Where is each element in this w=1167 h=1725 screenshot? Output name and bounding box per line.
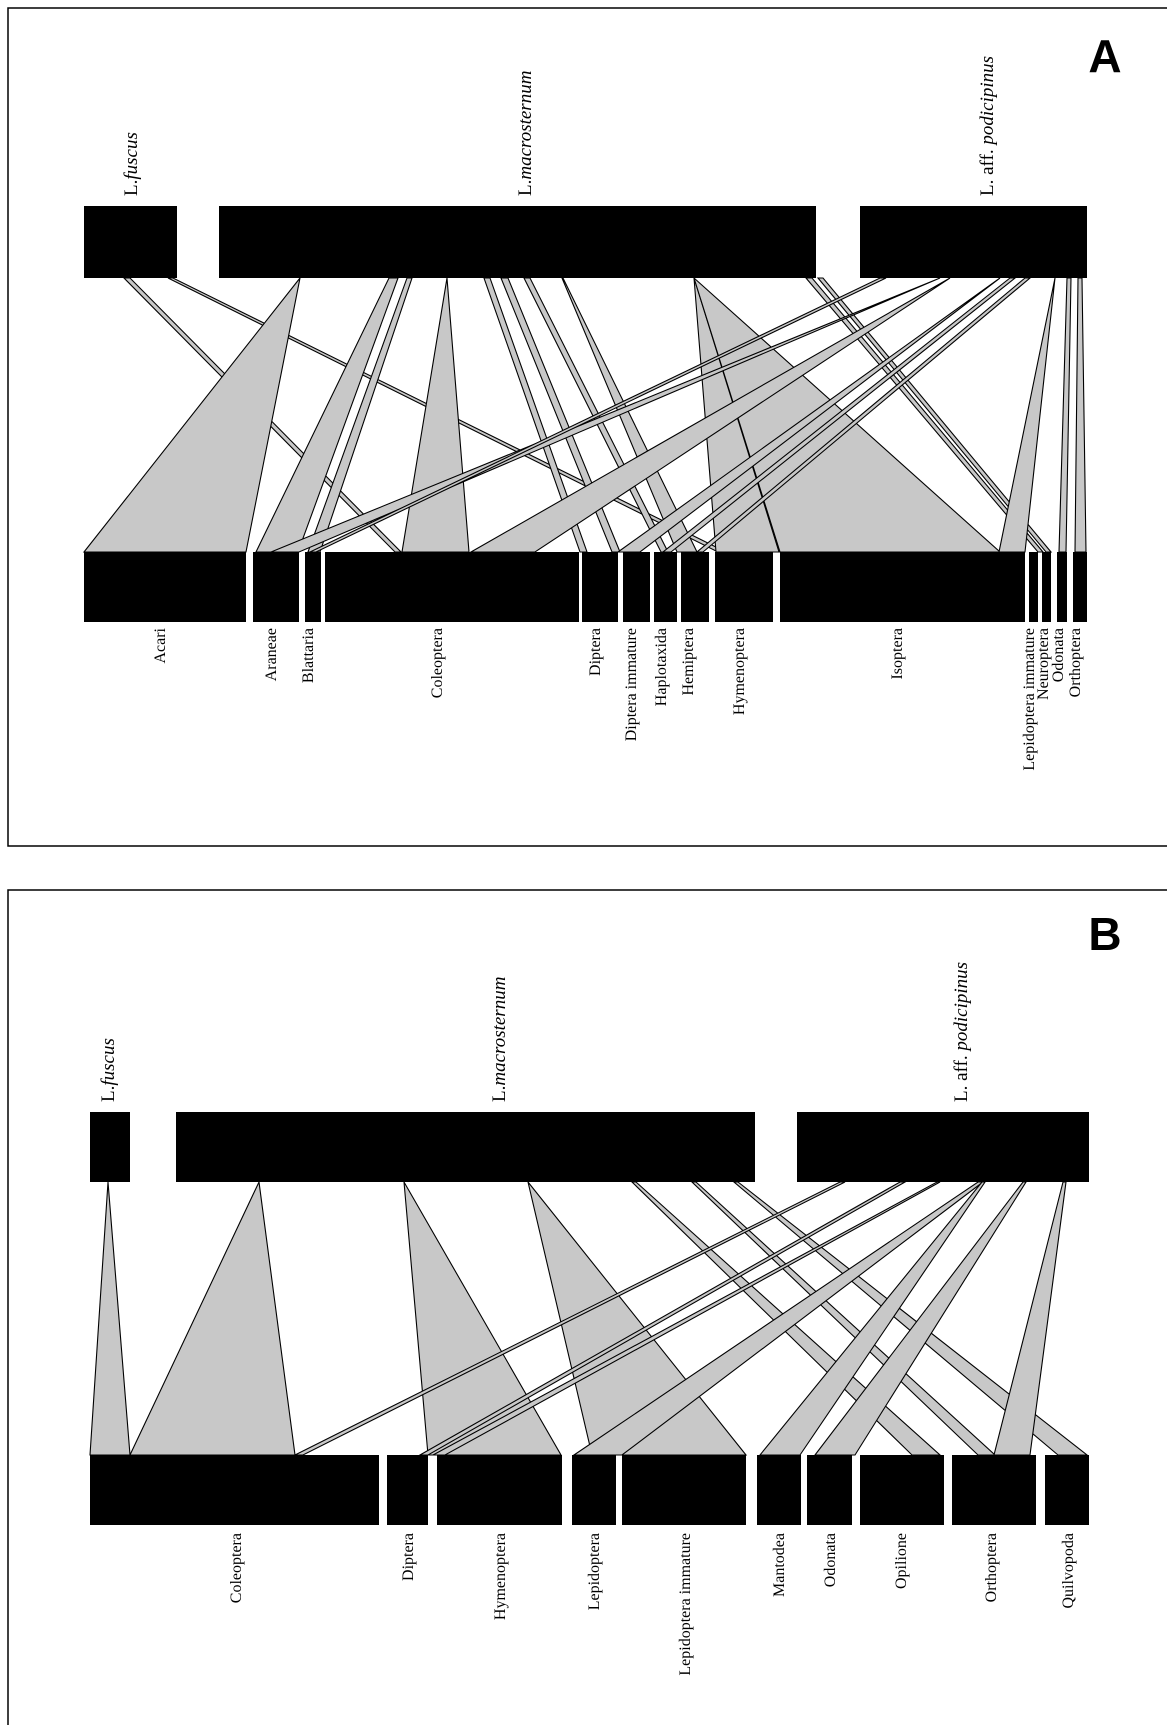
prey-label-lepidoptera-immature: Lepidoptera immature (1021, 628, 1038, 771)
prey-bar-coleoptera (325, 552, 579, 622)
prey-label-coleoptera: Coleoptera (429, 628, 446, 698)
link-fuscus-coleoptera-b (89, 1181, 131, 1456)
prey-bar-odonata-b (807, 1455, 852, 1525)
predator-bar-podicipinus-b (797, 1112, 1089, 1182)
prey-bar-diptera (582, 552, 618, 622)
link-macrosternum-acari (82, 277, 301, 553)
prey-bar-neuroptera (1042, 552, 1051, 622)
panel-b-links (89, 1180, 1089, 1456)
panel-a-links (82, 276, 1087, 553)
prey-label-diptera: Diptera (587, 628, 604, 676)
prey-label-mantodea-b: Mantodea (771, 1533, 788, 1597)
prey-bar-acari (84, 552, 246, 622)
panel-b-letter: B (1088, 908, 1121, 960)
prey-label-haplotaxida: Haplotaxida (653, 628, 670, 706)
prey-label-lepidoptera-immature-b: Lepidoptera immature (677, 1533, 694, 1676)
prey-label-odonata-b: Odonata (822, 1533, 839, 1587)
panel-a-predator-labels: L.fuscus L.macrosternum L. aff. podicipi… (121, 56, 998, 196)
panel-a-letter: A (1088, 30, 1121, 82)
panel-a-prey-labels: Acari Araneae Blattaria Coleoptera Dipte… (152, 627, 1084, 770)
prey-bar-hymenoptera (715, 552, 773, 622)
prey-bar-lepidoptera-immature (1029, 552, 1038, 622)
panel-b-food-web: B L.fuscus L.macrosternum L. aff. podici… (7, 889, 1167, 1725)
predator-label-macrosternum: L.macrosternum (515, 71, 536, 196)
panel-b-predator-labels: L.fuscus L.macrosternum L. aff. podicipi… (98, 962, 972, 1102)
prey-label-diptera-b: Diptera (400, 1533, 417, 1581)
prey-label-quilvopoda-b: Quilvopoda (1060, 1533, 1077, 1609)
prey-label-araneae: Araneae (263, 628, 280, 681)
prey-bar-orthoptera-b (952, 1455, 1036, 1525)
prey-bar-blattaria (305, 552, 321, 622)
prey-label-hymenoptera: Hymenoptera (731, 628, 748, 715)
prey-bar-diptera-b (387, 1455, 428, 1525)
link-podicipinus-lepidoptera-immature (998, 277, 1056, 553)
link-podicipinus-orthoptera-b (993, 1181, 1067, 1456)
prey-bar-hymenoptera-b (437, 1455, 562, 1525)
link-macrosternum-coleoptera-b (129, 1180, 296, 1456)
predator-bar-macrosternum-b (176, 1112, 755, 1182)
prey-bar-orthoptera (1073, 552, 1087, 622)
link-podicipinus-orthoptera (1074, 277, 1087, 553)
prey-label-blattaria: Blattaria (300, 628, 317, 683)
prey-bar-quilvopoda-b (1045, 1455, 1089, 1525)
prey-bar-opilione-b (860, 1455, 944, 1525)
prey-label-odonata: Odonata (1050, 628, 1067, 682)
panel-b-prey-labels: Coleoptera Diptera Hymenoptera Lepidopte… (228, 1533, 1077, 1676)
prey-bar-haplotaxida (654, 552, 677, 622)
predator-label-fuscus: L.fuscus (121, 132, 142, 196)
predator-label-fuscus-b: L.fuscus (98, 1038, 119, 1102)
panel-b-prey-bars (90, 1455, 1089, 1525)
predator-label-macrosternum-b: L.macrosternum (489, 977, 510, 1102)
panel-b-predator-bars (90, 1112, 1089, 1182)
prey-bar-odonata (1057, 552, 1067, 622)
prey-bar-araneae (253, 552, 299, 622)
prey-bar-diptera-immature (623, 552, 650, 622)
prey-label-coleoptera-b: Coleoptera (228, 1533, 245, 1603)
link-podicipinus-odonata (1058, 277, 1072, 553)
panel-a-frame (7, 7, 1167, 847)
prey-label-hemiptera: Hemiptera (680, 628, 697, 696)
predator-bar-podicipinus (860, 206, 1087, 278)
link-podicipinus-coleoptera-b (294, 1181, 846, 1456)
predator-bar-fuscus-b (90, 1112, 130, 1182)
predator-label-podicipinus: L. aff. podicipinus (977, 56, 998, 196)
panel-a-food-web: A L.fuscus L.macrosternum L. aff. podici (7, 7, 1167, 847)
predator-bar-macrosternum (219, 206, 816, 278)
predator-label-podicipinus-b: L. aff. podicipinus (951, 962, 972, 1102)
panel-b-frame (7, 889, 1167, 1725)
prey-label-isoptera: Isoptera (889, 628, 906, 680)
prey-bar-coleoptera-b (90, 1455, 379, 1525)
prey-label-opilione-b: Opilione (893, 1533, 910, 1589)
predator-bar-fuscus (84, 206, 177, 278)
prey-bar-lepidoptera-immature-b (622, 1455, 746, 1525)
link-macrosternum-coleoptera (401, 277, 470, 553)
prey-label-diptera-immature: Diptera immature (623, 628, 640, 741)
prey-bar-isoptera (780, 552, 1025, 622)
prey-bar-hemiptera (681, 552, 709, 622)
prey-label-neuroptera: Neuroptera (1035, 628, 1052, 700)
prey-label-orthoptera: Orthoptera (1067, 628, 1084, 697)
prey-label-hymenoptera-b: Hymenoptera (492, 1533, 509, 1620)
panel-a-predator-bars (84, 206, 1087, 278)
prey-label-orthoptera-b: Orthoptera (983, 1533, 1000, 1602)
prey-label-lepidoptera-b: Lepidoptera (586, 1533, 603, 1610)
prey-label-acari: Acari (152, 627, 169, 663)
panel-a-prey-bars (84, 552, 1087, 622)
prey-bar-lepidoptera-b (572, 1455, 616, 1525)
prey-bar-mantodea-b (757, 1455, 801, 1525)
